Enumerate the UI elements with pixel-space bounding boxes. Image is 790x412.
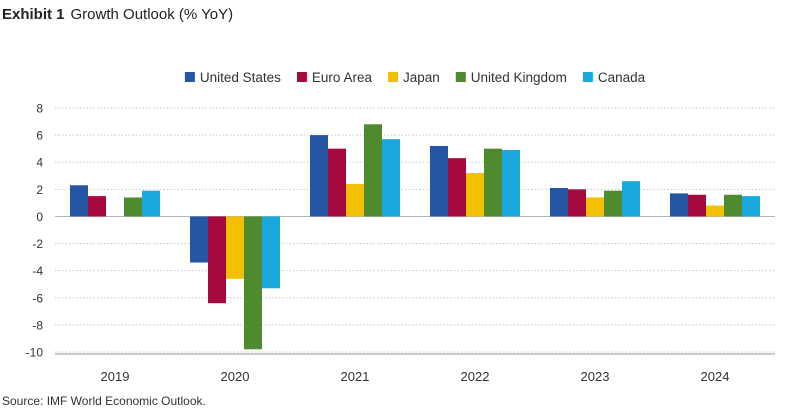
y-axis: 8 6 4 2 0 -2 -4 -6 -8 -10 (26, 102, 44, 360)
bar-euro-area-2024 (688, 194, 706, 217)
y-tick-label: 4 (36, 156, 43, 170)
legend-swatch (296, 72, 307, 82)
bar-united-kingdom-2022 (484, 148, 502, 217)
legend-item-united-states: United States (184, 70, 281, 85)
x-tick-label: 2022 (461, 369, 490, 384)
y-tick-label: 0 (36, 210, 43, 224)
bar-united-kingdom-2023 (604, 190, 622, 217)
legend-label: Canada (598, 70, 646, 85)
y-tick-label: 8 (36, 102, 43, 116)
y-tick-label: -6 (32, 291, 43, 305)
legend-swatch (387, 72, 398, 82)
bar-canada-2023 (622, 181, 640, 217)
bar-united-kingdom-2019 (124, 197, 142, 217)
bar-united-kingdom-2024 (724, 194, 742, 217)
bar-united-states-2021 (310, 135, 328, 217)
bar-euro-area-2019 (88, 196, 106, 217)
bar-united-states-2022 (430, 145, 448, 217)
y-tick-label: 6 (36, 129, 43, 143)
bar-united-states-2019 (70, 185, 88, 217)
legend-swatch (455, 72, 466, 82)
bar-united-kingdom-2021 (364, 124, 382, 217)
bar-canada-2019 (142, 190, 160, 217)
legend-item-japan: Japan (387, 70, 440, 85)
exhibit-label: Exhibit 1 (2, 6, 65, 23)
bar-euro-area-2020 (208, 216, 226, 304)
chart-title: Exhibit 1 Growth Outlook (% YoY) (2, 6, 233, 23)
y-tick-label: -4 (32, 264, 43, 278)
bars (70, 124, 760, 350)
bar-united-states-2024 (670, 193, 688, 217)
gridlines (55, 107, 775, 355)
legend: United States Euro Area Japan United Kingdo… (184, 70, 646, 85)
legend-swatch (184, 72, 195, 82)
bar-united-kingdom-2020 (244, 216, 262, 350)
x-tick-label: 2023 (581, 369, 610, 384)
source-note: Source: IMF World Economic Outlook. (2, 394, 206, 408)
bar-japan-2020 (226, 216, 244, 279)
bar-japan-2024 (706, 205, 724, 217)
title-text: Growth Outlook (% YoY) (70, 6, 234, 23)
bar-united-states-2020 (190, 216, 208, 263)
y-tick-label: 2 (36, 183, 43, 197)
bar-canada-2020 (262, 216, 280, 289)
legend-label: Japan (403, 70, 440, 85)
x-tick-label: 2020 (221, 369, 250, 384)
y-tick-label: -8 (32, 318, 43, 332)
bar-canada-2024 (742, 196, 760, 217)
legend-item-euro-area: Euro Area (296, 70, 373, 85)
bar-japan-2023 (586, 197, 604, 217)
legend-label: Euro Area (312, 70, 373, 85)
bar-united-states-2023 (550, 187, 568, 217)
y-tick-label: -2 (32, 237, 43, 251)
bar-canada-2021 (382, 139, 400, 217)
y-tick-label: -10 (26, 346, 44, 360)
bar-euro-area-2022 (448, 158, 466, 217)
bar-euro-area-2023 (568, 189, 586, 217)
bar-canada-2022 (502, 150, 520, 217)
legend-label: United States (200, 70, 281, 85)
legend-item-united-kingdom: United Kingdom (455, 70, 567, 85)
legend-label: United Kingdom (471, 70, 567, 85)
bar-japan-2021 (346, 183, 364, 217)
x-tick-label: 2024 (701, 369, 730, 384)
legend-swatch (582, 72, 593, 82)
x-tick-label: 2021 (341, 369, 370, 384)
x-axis: 2019 2020 2021 2022 2023 2024 (101, 369, 730, 384)
bar-japan-2022 (466, 173, 484, 217)
legend-item-canada: Canada (582, 70, 646, 85)
bar-euro-area-2021 (328, 148, 346, 217)
x-tick-label: 2019 (101, 369, 130, 384)
